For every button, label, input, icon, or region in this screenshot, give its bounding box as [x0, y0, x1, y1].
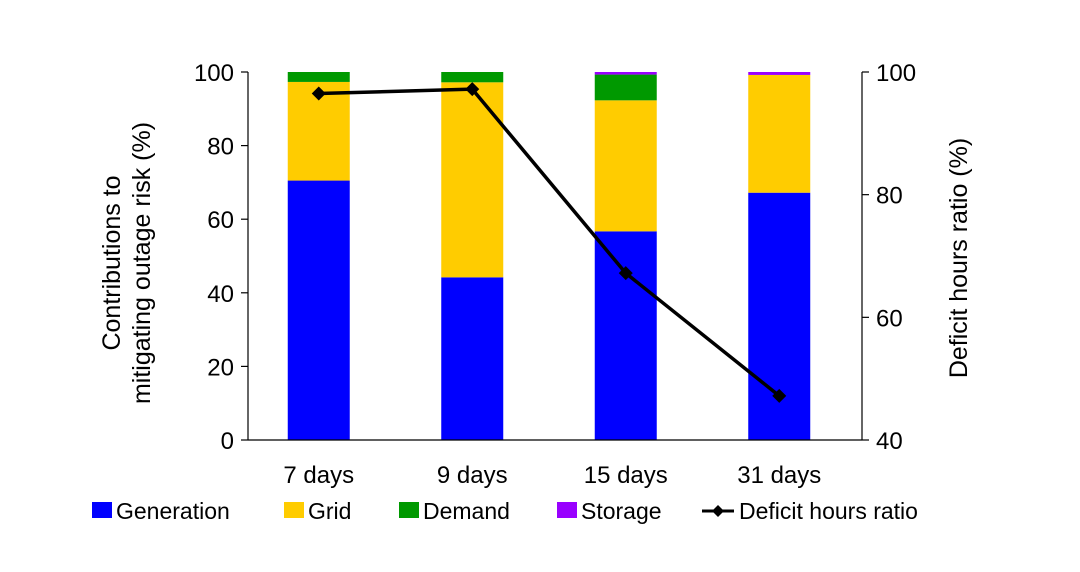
- deficit-line-group: [311, 82, 787, 403]
- bar-generation-7-days: [287, 180, 350, 440]
- y2-tick-label: 100: [876, 60, 916, 87]
- y-tick-label: 20: [207, 354, 234, 381]
- deficit-hours-line: [318, 87, 781, 398]
- labels-group: Contributions to mitigating outage risk …: [98, 122, 973, 404]
- deficit-hours-marker: [311, 86, 326, 101]
- legend: Generation Grid Demand Storage Deficit hours…: [92, 498, 918, 524]
- y-axis-title-line1: Contributions to: [98, 175, 126, 350]
- legend-label-deficit-hours-ratio: Deficit hours ratio: [739, 498, 918, 524]
- y2-tick-label: 40: [876, 428, 903, 455]
- bar-demand-15-days: [594, 74, 657, 101]
- axes-group: 7 days 9 days 15 days 31 days 0 20 40 60 80 100 40…: [194, 60, 916, 489]
- bar-demand-9-days: [441, 72, 504, 83]
- bars-group: [287, 72, 811, 440]
- legend-diamond-icon: [712, 505, 724, 517]
- legend-label-generation: Generation: [116, 498, 230, 524]
- y-tick-label: 80: [207, 134, 234, 161]
- y-tick-label: 40: [207, 281, 234, 308]
- deficit-hours-marker: [618, 266, 633, 281]
- deficit-hours-marker: [465, 82, 480, 97]
- bar-demand-7-days: [287, 72, 350, 82]
- bar-generation-9-days: [441, 277, 504, 440]
- bar-grid-9-days: [441, 82, 504, 278]
- bar-grid-31-days: [748, 74, 811, 193]
- legend-swatch-generation: [92, 502, 112, 518]
- legend-label-storage: Storage: [581, 498, 662, 524]
- x-tick-label: 15 days: [584, 462, 668, 489]
- y2-tick-label: 60: [876, 305, 903, 332]
- x-tick-label: 7 days: [283, 462, 354, 489]
- x-tick-label: 31 days: [737, 462, 821, 489]
- y-tick-label: 0: [221, 428, 234, 455]
- y2-axis-title: Deficit hours ratio (%): [945, 138, 973, 378]
- legend-swatch-grid: [284, 502, 304, 518]
- bar-storage-31-days: [748, 72, 811, 75]
- bar-generation-31-days: [748, 192, 811, 440]
- bar-generation-15-days: [594, 231, 657, 440]
- legend-swatch-demand: [399, 502, 419, 518]
- x-tick-label: 9 days: [437, 462, 508, 489]
- y-tick-label: 100: [194, 60, 234, 87]
- legend-swatch-storage: [557, 502, 577, 518]
- y2-tick-label: 80: [876, 183, 903, 210]
- bar-storage-15-days: [594, 72, 657, 75]
- bar-grid-15-days: [594, 100, 657, 232]
- y-axis-title-line2: mitigating outage risk (%): [128, 122, 156, 404]
- legend-label-demand: Demand: [423, 498, 510, 524]
- y-tick-label: 60: [207, 207, 234, 234]
- legend-label-grid: Grid: [308, 498, 351, 524]
- deficit-hours-marker: [772, 388, 787, 403]
